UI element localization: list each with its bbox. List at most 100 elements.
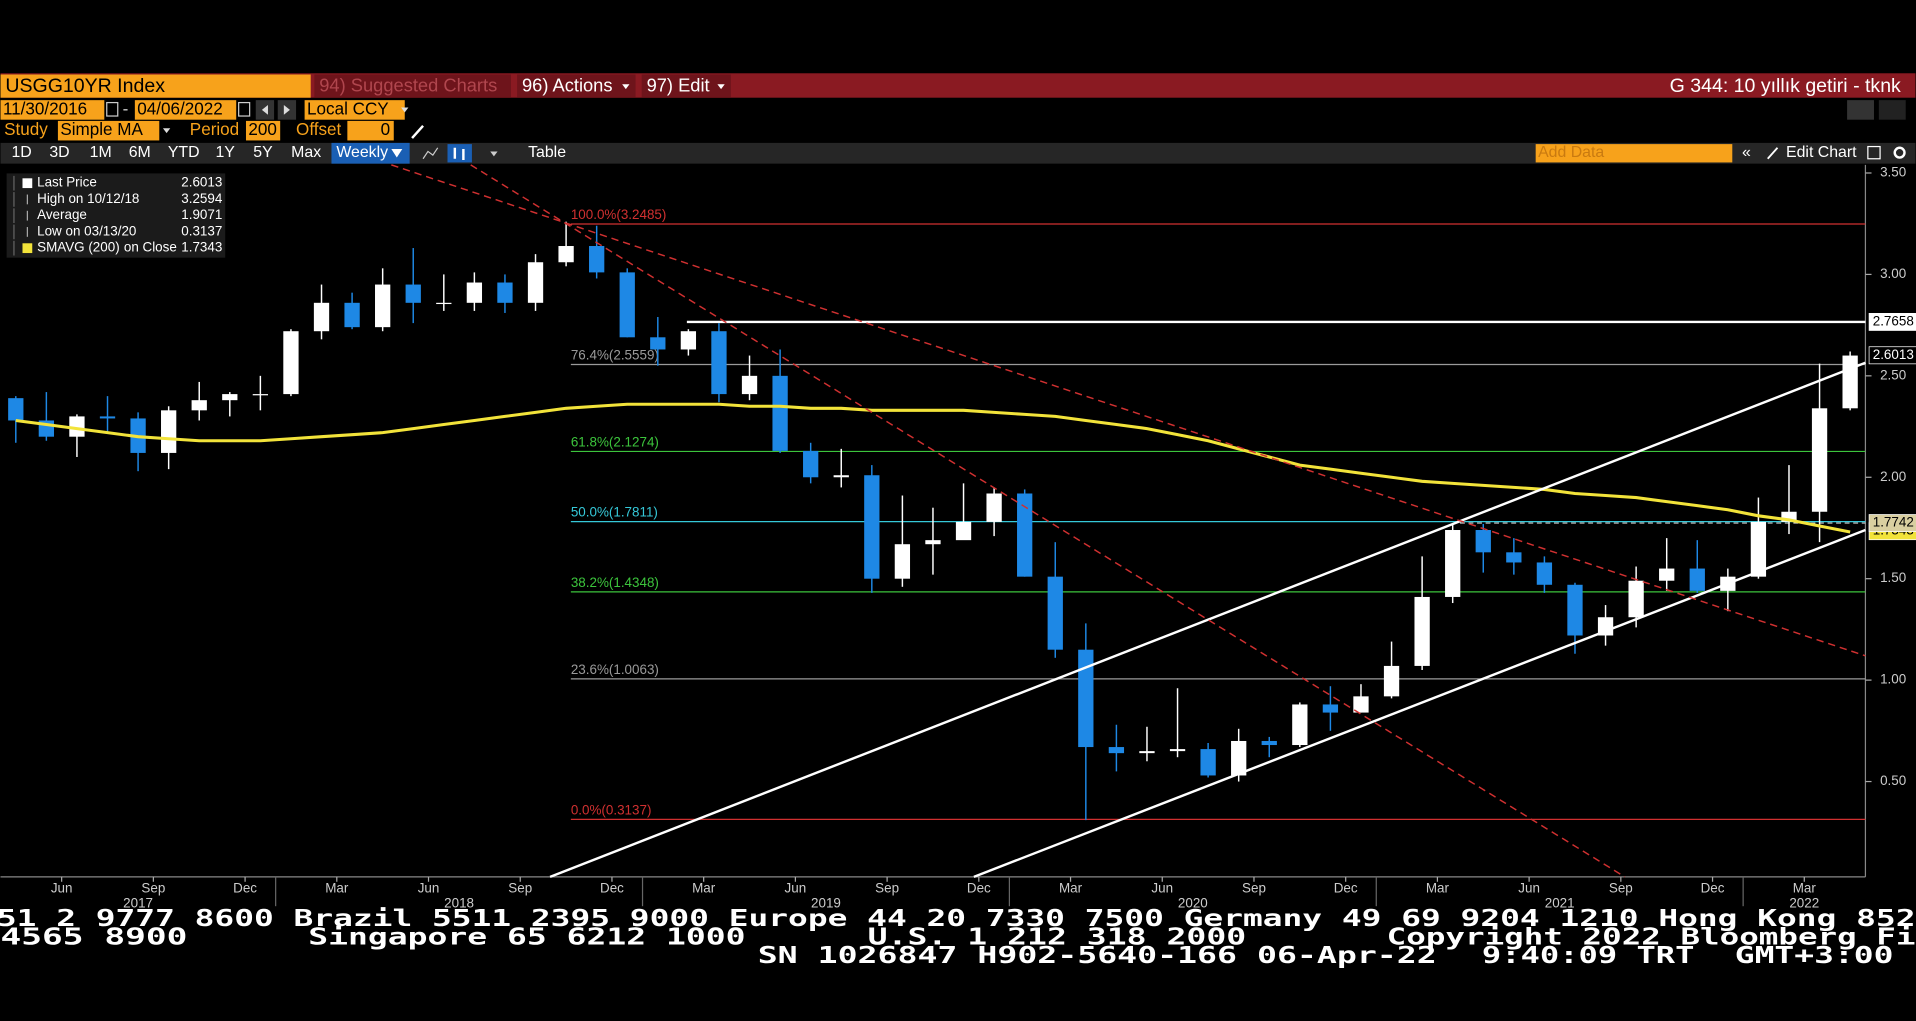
candle-body (497, 282, 513, 303)
security-field[interactable] (0, 74, 311, 98)
candle-body (1322, 704, 1339, 713)
candle-body (1567, 584, 1583, 636)
undo-button[interactable] (1847, 100, 1874, 120)
dropdown-arrow (622, 84, 630, 90)
candle-body (313, 302, 330, 332)
candle-body (222, 394, 238, 401)
x-tick-label: Dec (233, 881, 257, 896)
candle-body (894, 544, 911, 579)
candle-body (1200, 749, 1216, 776)
arrow-icon (283, 105, 290, 115)
candle-body (650, 337, 666, 350)
pencil-icon[interactable] (411, 124, 424, 139)
y-tick-label: 1.00 (1880, 672, 1906, 687)
actions: 96) Actions (522, 75, 613, 96)
candle-body (558, 246, 574, 263)
dropdown-arrow (391, 148, 403, 158)
range-button[interactable]: 6M (129, 144, 151, 161)
frequency: Weekly (336, 144, 388, 161)
y-tick-label: 2.50 (1880, 367, 1906, 382)
collapse-icon[interactable]: « (1742, 144, 1751, 161)
period-label: Period (190, 120, 239, 139)
legend-value: 2.6013 (181, 175, 222, 190)
fib-label: 0.0%(0.3137) (571, 802, 652, 817)
legend-label: Low on 03/13/20 (37, 223, 136, 238)
offset-field[interactable] (347, 120, 394, 141)
range-button[interactable]: 1D (11, 144, 31, 161)
range-button[interactable]: 5Y (253, 144, 273, 161)
candle-body (1659, 568, 1675, 581)
candle-body (803, 450, 819, 478)
x-tick-label: Dec (600, 881, 624, 896)
price-marker-label: 2.7658 (1873, 313, 1914, 328)
candle-body (955, 521, 972, 541)
candle-body (1628, 580, 1644, 618)
candle-body (741, 375, 758, 395)
candle-body (344, 302, 360, 328)
candle-body (864, 475, 880, 579)
x-tick-label: Mar (1059, 881, 1083, 896)
legend-value: 0.3137 (181, 223, 222, 238)
end-date-field[interactable] (134, 100, 237, 120)
calendar-icon[interactable] (238, 101, 251, 117)
ticker-text: Copyright 2022 Bloomberg Fi (1387, 923, 1916, 950)
range-button[interactable]: 1Y (215, 144, 235, 161)
date-separator: - (123, 99, 129, 118)
calendar-icon[interactable] (106, 101, 119, 117)
period-field[interactable] (245, 120, 281, 141)
security: USGG10YR Index (5, 75, 165, 97)
candle-body (1108, 747, 1125, 754)
suggested-button[interactable] (314, 74, 512, 98)
range-button[interactable]: Max (291, 144, 321, 161)
currency-field[interactable] (304, 100, 405, 120)
candle-body (1842, 355, 1858, 409)
candle-body (1261, 740, 1277, 746)
candle-body (1536, 562, 1553, 585)
range-button[interactable]: 1M (90, 144, 112, 161)
year-label: 2017 (123, 895, 153, 910)
candle-body (1414, 596, 1430, 666)
redo-button[interactable] (1878, 100, 1906, 120)
legend-value: 3.2594 (181, 191, 223, 206)
chart: 3.50 3.00 2.50 2.00 1.50 1.00 0.50 Jun Sep Dec Mar… (0, 165, 1906, 910)
candle-body (375, 284, 391, 328)
page-title: G 344: 10 yıllık getiri - tknk (1670, 75, 1901, 97)
line-chart-icon[interactable] (422, 147, 439, 160)
ticker-text: 9:40:09 TRT (1482, 942, 1695, 969)
candle-body (1139, 751, 1155, 754)
range-button[interactable]: 3D (49, 144, 69, 161)
settings-icon[interactable] (1893, 146, 1906, 159)
start-date-field[interactable] (0, 100, 105, 120)
edit-icon[interactable] (1867, 145, 1881, 160)
actions-button[interactable] (517, 74, 636, 98)
edit-button[interactable] (641, 74, 731, 98)
add-data: Add Data (1538, 144, 1604, 161)
x-tick-label: Sep (141, 881, 165, 896)
x-tick-label: Jun (418, 881, 440, 896)
study-field[interactable] (57, 120, 160, 141)
end-date: 04/06/2022 (137, 99, 222, 118)
candle-body (589, 246, 605, 273)
price-marker-label: 1.7742 (1873, 515, 1914, 530)
x-tick-label: Dec (1334, 881, 1358, 896)
frequency-button[interactable] (331, 142, 410, 164)
y-tick-label: 2.00 (1880, 469, 1906, 484)
candle-body (619, 272, 635, 338)
dropdown-arrow (490, 151, 498, 157)
edit-chart[interactable]: Edit Chart (1786, 144, 1857, 161)
x-tick-label: Sep (508, 881, 532, 896)
table-button[interactable]: Table (528, 144, 566, 161)
candle-body (1047, 576, 1063, 650)
add-data-field[interactable] (1535, 144, 1733, 163)
candle-body (1811, 408, 1828, 512)
study-label: Study (4, 120, 48, 139)
range-button[interactable]: YTD (168, 144, 200, 161)
candle-icon (453, 147, 465, 160)
candle-chart-button[interactable] (447, 144, 472, 163)
fib-label: 38.2%(1.4348) (571, 575, 659, 590)
legend-value: 1.7343 (181, 240, 222, 255)
fib-label: 100.0%(3.2485) (571, 207, 667, 222)
